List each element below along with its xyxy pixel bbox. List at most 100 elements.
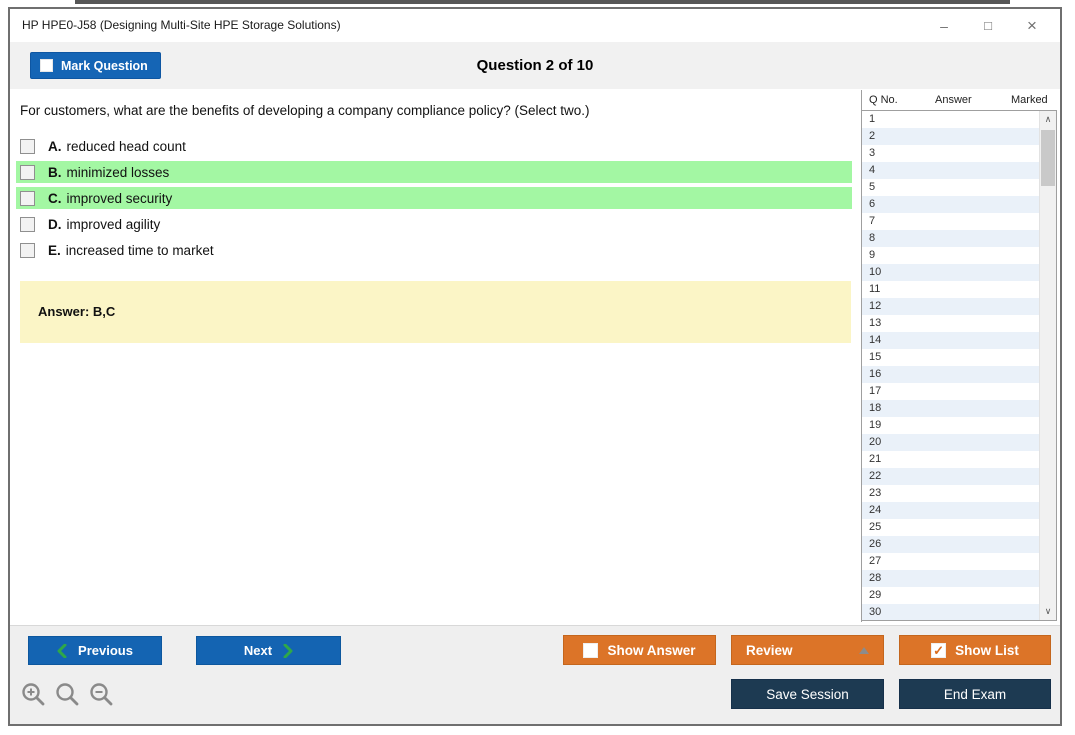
previous-button[interactable]: Previous [28, 636, 162, 665]
question-list-row[interactable]: 26 [862, 536, 1039, 553]
question-list-row[interactable]: 16 [862, 366, 1039, 383]
answer-option[interactable]: C. improved security [16, 187, 852, 209]
question-list-row[interactable]: 25 [862, 519, 1039, 536]
review-button[interactable]: Review [731, 635, 884, 665]
question-list-row[interactable]: 15 [862, 349, 1039, 366]
maximize-icon[interactable]: □ [984, 18, 992, 33]
header-band: Question 2 of 10 Mark Question [10, 42, 1060, 89]
question-list-row[interactable]: 4 [862, 162, 1039, 179]
option-letter: A. [48, 138, 62, 154]
question-list-scrollbar[interactable]: ∧ ∨ [1039, 111, 1056, 620]
question-list-row[interactable]: 5 [862, 179, 1039, 196]
answer-option[interactable]: D. improved agility [16, 213, 852, 235]
question-list-row[interactable]: 7 [862, 213, 1039, 230]
zoom-in-icon[interactable] [20, 681, 47, 708]
question-list-row[interactable]: 8 [862, 230, 1039, 247]
window-title: HP HPE0-J58 (Designing Multi-Site HPE St… [22, 18, 341, 32]
question-list-row[interactable]: 14 [862, 332, 1039, 349]
answer-option[interactable]: A. reduced head count [16, 135, 852, 157]
question-list-row[interactable]: 19 [862, 417, 1039, 434]
question-number: 8 [869, 232, 876, 244]
question-list-row[interactable]: 21 [862, 451, 1039, 468]
answer-box: Answer: B,C [20, 281, 851, 343]
question-text: For customers, what are the benefits of … [20, 103, 590, 118]
question-number: 6 [869, 198, 876, 210]
minimize-icon[interactable]: – [940, 17, 948, 34]
question-list-row[interactable]: 9 [862, 247, 1039, 264]
end-exam-label: End Exam [943, 686, 1007, 702]
question-number: 27 [869, 555, 882, 567]
question-list-row[interactable]: 17 [862, 383, 1039, 400]
option-checkbox[interactable] [20, 138, 35, 154]
option-checkbox[interactable] [20, 242, 35, 258]
question-list-row[interactable]: 27 [862, 553, 1039, 570]
end-exam-button[interactable]: End Exam [899, 679, 1051, 709]
question-list-row[interactable]: 28 [862, 570, 1039, 587]
option-letter: C. [48, 190, 62, 206]
question-list-row[interactable]: 11 [862, 281, 1039, 298]
question-list-row[interactable]: 1 [862, 111, 1039, 128]
question-number: 24 [869, 504, 882, 516]
next-button[interactable]: Next [196, 636, 341, 665]
question-number: 17 [869, 385, 882, 397]
column-answer: Answer [935, 94, 972, 106]
question-list-header: Q No. Answer Marked [862, 90, 1057, 110]
question-number: 19 [869, 419, 882, 431]
question-list-row[interactable]: 13 [862, 315, 1039, 332]
question-list-row[interactable]: 2 [862, 128, 1039, 145]
question-number: 28 [869, 572, 882, 584]
question-rows: 1 2 3 4 5 6 7 8 9 10 [862, 111, 1039, 620]
question-number: 11 [869, 283, 881, 295]
zoom-reset-icon[interactable] [54, 681, 81, 708]
option-checkbox[interactable] [20, 164, 35, 180]
question-number: 12 [869, 300, 882, 312]
question-list-row[interactable]: 6 [862, 196, 1039, 213]
show-list-button[interactable]: Show List [899, 635, 1051, 665]
question-number: 22 [869, 470, 882, 482]
question-list-row[interactable]: 10 [862, 264, 1039, 281]
answer-option[interactable]: E. increased time to market [16, 239, 852, 261]
question-number: 18 [869, 402, 882, 414]
scroll-up-icon[interactable]: ∧ [1044, 114, 1052, 124]
previous-label: Previous [78, 643, 133, 658]
close-icon[interactable]: × [1027, 15, 1037, 35]
chevron-right-icon [283, 643, 293, 658]
window-controls: – □ × [922, 9, 1054, 42]
question-list-row[interactable]: 20 [862, 434, 1039, 451]
column-marked: Marked [1011, 94, 1048, 106]
question-list-box: 1 2 3 4 5 6 7 8 9 10 [862, 110, 1057, 621]
option-checkbox[interactable] [20, 216, 35, 232]
question-list-row[interactable]: 23 [862, 485, 1039, 502]
question-list-row[interactable]: 18 [862, 400, 1039, 417]
show-list-label: Show List [955, 642, 1019, 658]
answer-option[interactable]: B. minimized losses [16, 161, 852, 183]
title-bar: HP HPE0-J58 (Designing Multi-Site HPE St… [10, 9, 1060, 42]
scroll-down-icon[interactable]: ∨ [1044, 606, 1052, 616]
show-list-checkbox[interactable] [931, 642, 947, 659]
option-letter: B. [48, 164, 62, 180]
show-answer-label: Show Answer [607, 642, 696, 658]
question-list-row[interactable]: 24 [862, 502, 1039, 519]
question-list-row[interactable]: 3 [862, 145, 1039, 162]
show-answer-button[interactable]: Show Answer [563, 635, 716, 665]
question-number: 29 [869, 589, 882, 601]
question-list-panel: Q No. Answer Marked 1 2 3 4 5 6 7 [861, 90, 1057, 622]
save-session-button[interactable]: Save Session [731, 679, 884, 709]
zoom-tools [20, 681, 115, 708]
question-number: 9 [869, 249, 876, 261]
option-text: improved security [66, 190, 173, 206]
zoom-out-icon[interactable] [88, 681, 115, 708]
question-list-row[interactable]: 30 [862, 604, 1039, 620]
show-answer-checkbox[interactable] [583, 642, 599, 658]
question-list-row[interactable]: 22 [862, 468, 1039, 485]
question-number: 25 [869, 521, 882, 533]
question-list-row[interactable]: 12 [862, 298, 1039, 315]
option-text: reduced head count [66, 138, 186, 154]
option-text: increased time to market [65, 242, 214, 258]
question-list-row[interactable]: 29 [862, 587, 1039, 604]
option-checkbox[interactable] [20, 190, 35, 206]
mark-question-button[interactable]: Mark Question [30, 52, 161, 79]
scrollbar-thumb[interactable] [1041, 130, 1055, 186]
mark-question-checkbox[interactable] [40, 59, 53, 72]
question-number: 14 [869, 334, 882, 346]
